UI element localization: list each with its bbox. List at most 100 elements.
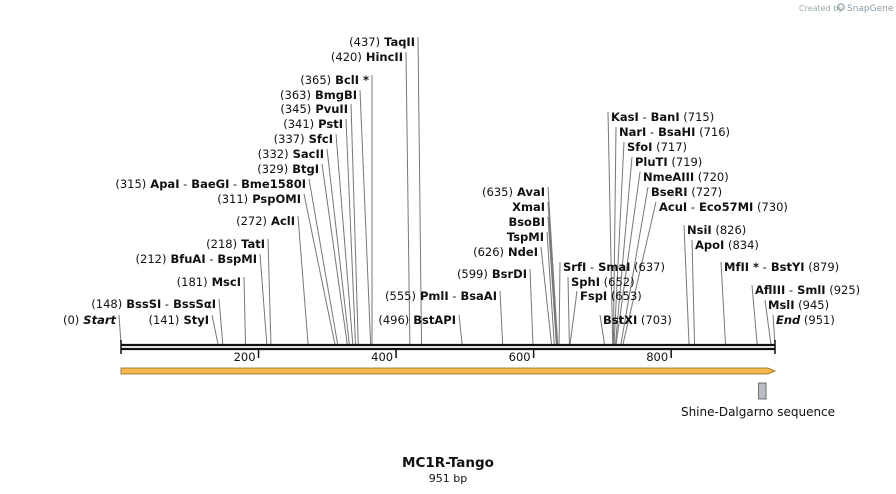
cut-site-label[interactable]: BstXI (703): [603, 313, 672, 327]
cut-site-label[interactable]: (181) MscI: [177, 275, 241, 289]
enzyme-name: BmgBI: [311, 88, 357, 102]
cut-site-label[interactable]: NsiI (826): [687, 223, 746, 237]
orf-arrow-shape[interactable]: [120, 367, 777, 375]
cut-site-label[interactable]: (337) SfcI: [274, 132, 333, 146]
shine-dalgarno-feature[interactable]: Shine-Dalgarno sequence: [681, 382, 835, 419]
cut-site-position: (637): [630, 260, 665, 274]
enzyme-name: SmlI: [793, 283, 826, 297]
cut-site-label[interactable]: (0) Start: [63, 313, 117, 327]
cut-site-label[interactable]: (315) ApaI - BaeGI - Bme1580I: [115, 177, 306, 191]
cut-site-label[interactable]: (363) BmgBI: [280, 88, 357, 102]
cut-site-label[interactable]: (365) BclI *: [300, 73, 369, 87]
enzyme-name: StyI: [179, 313, 209, 327]
cut-site-label[interactable]: AflIII - SmlI (925): [755, 283, 860, 297]
cut-site-label[interactable]: (496) BstAPI: [378, 313, 456, 327]
cut-site-label[interactable]: (437) TaqII: [349, 35, 415, 49]
cut-site-leader-line: [529, 268, 534, 345]
cut-site-label[interactable]: KasI - BanI (715): [611, 110, 714, 124]
cut-site-label[interactable]: BsoBI: [508, 215, 545, 229]
cut-site-label[interactable]: (329) BtgI: [257, 162, 319, 176]
cut-site-label[interactable]: (599) BsrDI: [457, 267, 527, 281]
cut-site-leader-line: [303, 193, 336, 345]
cut-site-label[interactable]: (635) AvaI: [482, 185, 545, 199]
enzyme-name: SrfI: [563, 260, 586, 274]
cut-site-label[interactable]: SrfI - SmaI (637): [563, 260, 665, 274]
cut-site-position: (730): [753, 200, 788, 214]
credit-prefix: Created by: [799, 4, 843, 13]
cut-site-position: (635): [482, 185, 513, 199]
cut-site-leader-line: [326, 148, 350, 345]
enzyme-name: BsrDI: [488, 267, 527, 281]
cut-site-position: -: [785, 283, 793, 297]
cut-site-label[interactable]: (212) BfuAI - BspMI: [136, 252, 257, 266]
enzyme-name: BsaHI: [654, 125, 695, 139]
orf-arrow[interactable]: [120, 367, 777, 375]
cut-site-position: (272): [236, 214, 267, 228]
cut-site-label[interactable]: NmeAIII (720): [643, 170, 729, 184]
cut-site-label[interactable]: MfII * - BstYI (879): [724, 260, 839, 274]
cut-site-position: -: [687, 200, 695, 214]
cut-site-label[interactable]: (345) PvuII: [280, 102, 348, 116]
enzyme-name: MscI: [208, 275, 241, 289]
cut-site-leader-line: [612, 126, 617, 345]
cut-site-label[interactable]: (341) PstI: [283, 117, 343, 131]
cut-site-position: (727): [688, 185, 723, 199]
cut-site-label[interactable]: (218) TatI: [206, 237, 265, 251]
cut-site-label[interactable]: TspMI: [507, 230, 544, 244]
cut-site-label[interactable]: (148) BssSI - BssSαI: [91, 297, 216, 311]
enzyme-name: AvaI: [513, 185, 545, 199]
cut-site-position: (716): [695, 125, 730, 139]
cut-site-leader-line: [547, 201, 558, 345]
cut-site-label[interactable]: BseRI (727): [651, 185, 722, 199]
cut-site-position: (315): [115, 177, 146, 191]
cut-site-label[interactable]: End (951): [776, 313, 835, 327]
cut-site-leader-line: [499, 290, 504, 345]
credit-brand: SnapGene: [847, 4, 894, 14]
cut-site-label[interactable]: SfoI (717): [627, 140, 687, 154]
cut-site-position: (719): [668, 155, 703, 169]
cut-site-leader-line: [350, 103, 359, 345]
enzyme-name: BtgI: [288, 162, 319, 176]
cut-site-position: (945): [795, 298, 830, 312]
snapgene-logo-icon: [837, 3, 845, 11]
shine-dalgarno-box[interactable]: [758, 382, 767, 400]
axis-tick-label: 600: [509, 350, 531, 364]
enzyme-name: BspMI: [213, 252, 257, 266]
cut-site-label[interactable]: (626) NdeI: [473, 245, 538, 259]
cut-site-label[interactable]: (311) PspOMI: [217, 192, 301, 206]
cut-site-leader-line: [243, 276, 246, 345]
cut-site-leader-line: [405, 51, 411, 345]
cut-site-label[interactable]: (555) PmlI - BsaAI: [385, 289, 497, 303]
cut-site-leader-line: [458, 314, 463, 345]
cut-site-position: (365): [300, 73, 331, 87]
enzyme-name: TaqII: [380, 35, 415, 49]
enzyme-name: Bme1580I: [237, 177, 306, 191]
axis-tick-label: 800: [646, 350, 668, 364]
enzyme-name: BsoBI: [508, 215, 545, 229]
cut-site-label[interactable]: AcuI - Eco57MI (730): [659, 200, 788, 214]
cut-site-label[interactable]: NarI - BsaHI (716): [619, 125, 730, 139]
enzyme-name: SacII: [289, 147, 324, 161]
cut-site-position: -: [179, 177, 187, 191]
cut-site-label[interactable]: (420) HincII: [331, 50, 403, 64]
sequence-title: MC1R-Tango: [402, 455, 494, 471]
cut-site-label[interactable]: (272) AclI: [236, 214, 295, 228]
enzyme-name: AclI: [267, 214, 295, 228]
cut-site-position: (329): [257, 162, 288, 176]
enzyme-name: BfuAI: [166, 252, 205, 266]
cut-site-position: (653): [607, 289, 642, 303]
cut-site-label[interactable]: FspI (653): [580, 289, 642, 303]
enzyme-name: Eco57MI: [695, 200, 753, 214]
cut-site-label[interactable]: ApoI (834): [695, 238, 759, 252]
cut-site-label[interactable]: SphI (652): [571, 275, 635, 289]
cut-site-label[interactable]: (141) StyI: [149, 313, 210, 327]
enzyme-name: NmeAIII: [643, 170, 694, 184]
cut-site-label[interactable]: PluTI (719): [635, 155, 702, 169]
cut-site-label[interactable]: (332) SacII: [258, 147, 324, 161]
enzyme-name: ApaI: [146, 177, 179, 191]
cut-site-label[interactable]: XmaI: [512, 200, 545, 214]
enzyme-name: ApoI: [695, 238, 724, 252]
cut-site-label[interactable]: MslI (945): [768, 298, 829, 312]
cut-site-leader-line: [614, 156, 633, 345]
cut-site-leader-line: [558, 261, 561, 345]
